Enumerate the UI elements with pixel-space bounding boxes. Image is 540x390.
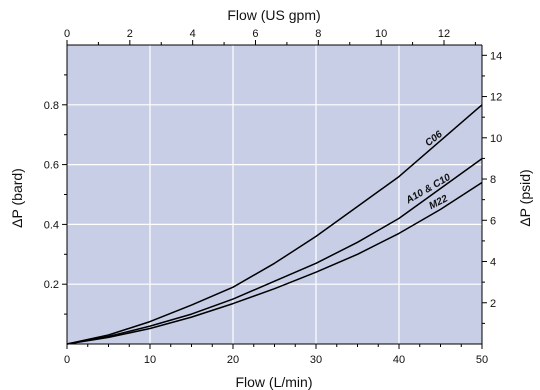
x-top-tick-label: 12: [438, 28, 450, 40]
y-left-tick-label: 0.8: [44, 100, 59, 112]
y-left-axis-title: ΔP (bard): [9, 168, 25, 228]
y-left-tick-label: 0.4: [44, 219, 59, 231]
label-layer: Flow (L/min) Flow (US gpm) ΔP (bard) ΔP …: [9, 7, 533, 390]
x-bottom-tick-label: 50: [476, 354, 488, 366]
x-top-tick-label: 4: [190, 28, 196, 40]
series-line-0: [66, 104, 483, 345]
y-right-tick-label: 10: [490, 133, 502, 145]
y-left-tick-label: 0.6: [44, 160, 59, 172]
x-top-tick-label: 6: [252, 28, 258, 40]
y-right-tick-label: 12: [490, 92, 502, 104]
x-bottom-tick-label: 40: [393, 354, 405, 366]
y-left-tick-label: 0.2: [44, 279, 59, 291]
y-right-tick-label: 8: [490, 174, 496, 186]
y-right-tick-label: 2: [490, 298, 496, 310]
x-top-tick-label: 10: [375, 28, 387, 40]
plot-area: 0 10 20 30 40 50 0 2 4 6 8 10 12 0.2 0.4 0.6 0.8 2 4 6 8 10 12…: [44, 28, 503, 366]
plot-background: [67, 45, 482, 344]
y-right-tick-label: 4: [490, 257, 496, 269]
x-top-tick-label: 2: [127, 28, 133, 40]
x-top-tick-label: 0: [64, 28, 70, 40]
series-line-1: [66, 157, 483, 345]
x-bottom-tick-label: 30: [310, 354, 322, 366]
x-bottom-tick-label: 0: [64, 354, 70, 366]
x-bottom-axis-title: Flow (L/min): [235, 374, 312, 390]
x-bottom-tick-label: 10: [144, 354, 156, 366]
x-top-axis-title: Flow (US gpm): [227, 7, 320, 23]
y-right-tick-label: 14: [490, 50, 502, 62]
y-right-axis-title: ΔP (psid): [517, 169, 533, 226]
x-top-tick-label: 8: [315, 28, 321, 40]
x-bottom-tick-label: 20: [227, 354, 239, 366]
series-line-2: [66, 181, 483, 345]
y-right-tick-label: 6: [490, 215, 496, 227]
